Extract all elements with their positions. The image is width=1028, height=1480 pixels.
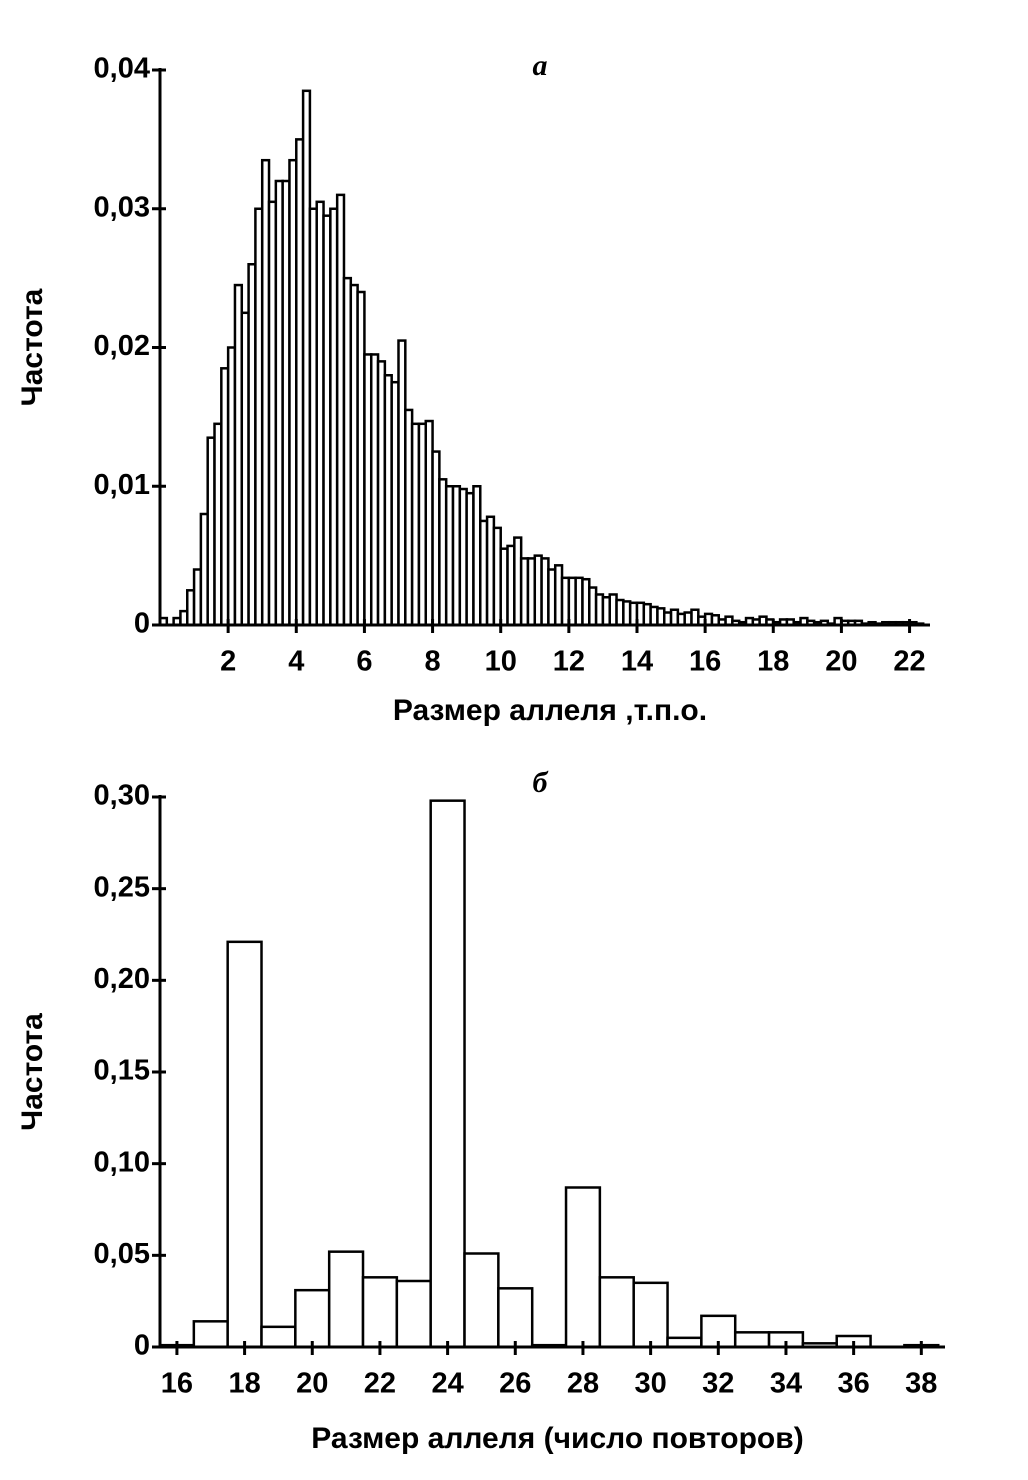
panel-title: а	[533, 49, 548, 82]
bar	[361, 1276, 399, 1349]
y-tick-label: 0	[134, 1330, 150, 1362]
y-tick-label: 0,01	[94, 469, 150, 501]
y-tick-label: 0,25	[94, 871, 150, 903]
y-tick-label: 0	[134, 608, 150, 640]
x-tick-label: 14	[621, 646, 653, 678]
y-tick-label: 0,05	[94, 1238, 150, 1270]
bar	[463, 1252, 500, 1349]
x-tick-label: 36	[838, 1368, 870, 1400]
x-axis-label: Размер аллеля (число повторов)	[311, 1422, 803, 1455]
x-tick-label: 34	[770, 1368, 802, 1400]
bar	[598, 1276, 635, 1349]
bar	[294, 1288, 331, 1349]
x-tick-label: 38	[905, 1368, 937, 1400]
bar	[632, 1281, 669, 1349]
x-tick-label: 26	[499, 1368, 531, 1400]
x-tick-label: 22	[364, 1368, 396, 1400]
x-tick-label: 28	[567, 1368, 599, 1400]
bar	[497, 1287, 534, 1349]
y-axis-label: Частота	[16, 288, 49, 406]
bar	[260, 1325, 297, 1349]
y-tick-label: 0,30	[94, 780, 150, 812]
x-tick-label: 6	[356, 646, 372, 678]
x-tick-label: 20	[825, 646, 857, 678]
x-tick-label: 22	[893, 646, 925, 678]
bar	[327, 1250, 365, 1349]
x-tick-label: 20	[296, 1368, 328, 1400]
y-tick-label: 0,10	[94, 1146, 150, 1178]
x-axis-label: Размер аллеля ,т.п.о.	[393, 694, 707, 727]
bar	[395, 1279, 432, 1349]
x-tick-label: 16	[689, 646, 721, 678]
y-tick-label: 0,02	[94, 330, 150, 362]
x-tick-label: 12	[553, 646, 585, 678]
bar	[429, 799, 466, 1349]
bar	[564, 1186, 602, 1349]
x-tick-label: 18	[757, 646, 789, 678]
x-tick-label: 4	[288, 646, 304, 678]
x-tick-label: 30	[634, 1368, 666, 1400]
x-tick-label: 2	[220, 646, 236, 678]
x-tick-label: 8	[424, 646, 440, 678]
x-tick-label: 18	[228, 1368, 260, 1400]
panel-title: б	[533, 766, 549, 799]
x-tick-label: 32	[702, 1368, 734, 1400]
y-tick-label: 0,20	[94, 963, 150, 995]
y-tick-label: 0,15	[94, 1055, 150, 1087]
x-tick-label: 10	[485, 646, 517, 678]
bar	[226, 940, 263, 1349]
bar	[192, 1320, 229, 1349]
bar	[733, 1331, 771, 1349]
y-tick-label: 0,04	[94, 53, 150, 85]
x-tick-label: 16	[161, 1368, 193, 1400]
y-axis-label: Частота	[16, 1013, 49, 1131]
y-tick-label: 0,03	[94, 191, 150, 223]
x-tick-label: 24	[431, 1368, 463, 1400]
